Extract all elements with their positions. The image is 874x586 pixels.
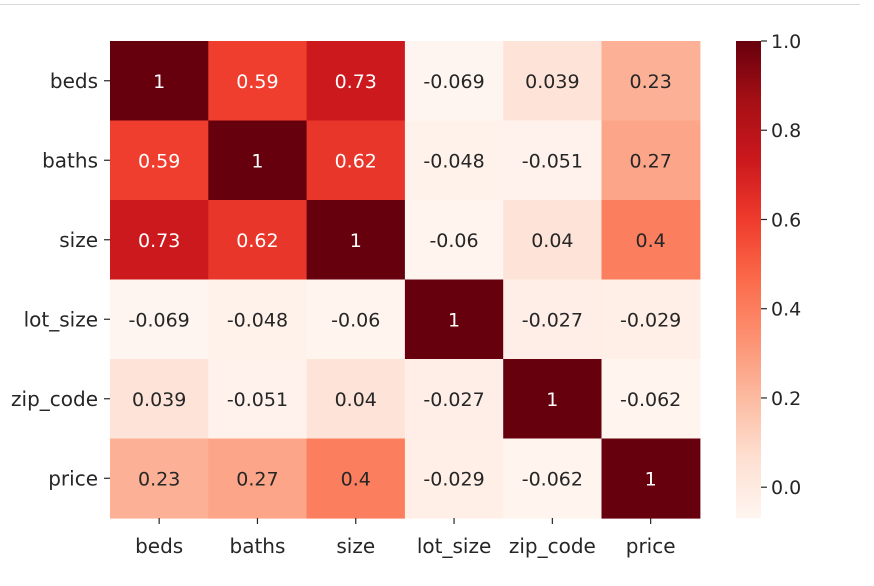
heatmap-cell [306, 359, 406, 440]
cell-value-label: 0.4 [341, 468, 371, 490]
cell-value-label: -0.029 [423, 468, 484, 490]
cell-value-label: -0.06 [429, 230, 478, 252]
heatmap-cell [208, 120, 308, 201]
heatmap-cell [306, 279, 406, 360]
heatmap-cell [503, 279, 603, 360]
colorbar-gradient [736, 41, 761, 518]
x-tick-label: zip_code [509, 534, 596, 558]
cell-value-label: -0.062 [620, 389, 681, 411]
colorbar: 0.0 0.2 0.4 0.6 0.8 1.0 [736, 31, 801, 518]
cell-value-label: 0.62 [335, 150, 377, 172]
heatmap-cell [110, 120, 209, 201]
x-tick-label: beds [135, 534, 183, 558]
cell-value-label: -0.051 [227, 389, 288, 411]
heatmap-cell [503, 41, 603, 122]
y-tick-label: size [59, 228, 98, 252]
colorbar-tick-label: 0.6 [771, 209, 801, 231]
heatmap-cell [404, 438, 504, 519]
cell-value-label: 1 [546, 389, 558, 411]
top-divider [0, 4, 860, 5]
heatmap-cell [404, 279, 504, 360]
cell-value-label: -0.027 [423, 389, 484, 411]
x-tick-label: baths [230, 534, 286, 558]
heatmap-cell [208, 279, 308, 360]
heatmap-cell [601, 279, 701, 360]
heatmap-cell [306, 438, 406, 519]
cell-value-label: 0.27 [236, 468, 278, 490]
heatmap-cells: 1 0.59 0.73 -0.069 0.039 0.23 0.59 1 0.62 -0.048 -… [110, 41, 701, 519]
cell-value-label: 1 [251, 150, 263, 172]
cell-value-label: 0.23 [629, 71, 671, 93]
cell-value-label: -0.048 [227, 309, 288, 331]
x-axis: beds baths size lot_size zip_code price [135, 518, 676, 558]
colorbar-tick-label: 0.0 [771, 477, 801, 499]
heatmap-cell [110, 438, 209, 519]
heatmap-cell [503, 120, 603, 201]
cell-value-label: 0.73 [138, 230, 180, 252]
heatmap-cell [110, 200, 209, 281]
colorbar-tick-label: 1.0 [771, 31, 801, 53]
heatmap-cell [110, 279, 209, 360]
y-tick-label: beds [50, 69, 98, 93]
cell-value-label: 0.27 [629, 150, 671, 172]
y-tick-label: lot_size [24, 307, 98, 331]
heatmap-cell [601, 359, 701, 440]
cell-value-label: 0.73 [335, 71, 377, 93]
heatmap-cell [208, 359, 308, 440]
cell-value-label: -0.048 [423, 150, 484, 172]
heatmap-cell [601, 438, 701, 519]
cell-value-label: 0.4 [636, 230, 666, 252]
cell-value-label: -0.062 [522, 468, 583, 490]
cell-value-label: 1 [645, 468, 657, 490]
cell-value-label: 1 [153, 71, 165, 93]
cell-value-label: 0.04 [531, 230, 573, 252]
heatmap-cell [404, 200, 504, 281]
x-tick-label: price [626, 534, 676, 558]
cell-value-label: 0.04 [335, 389, 377, 411]
x-tick-label: lot_size [417, 534, 491, 558]
cell-value-label: 0.039 [525, 71, 579, 93]
x-tick-label: size [336, 534, 375, 558]
heatmap-cell [306, 120, 406, 201]
colorbar-tick-label: 0.8 [771, 120, 801, 142]
colorbar-tick-label: 0.2 [771, 388, 801, 410]
heatmap-cell [601, 41, 701, 122]
cell-value-label: 1 [448, 309, 460, 331]
cell-value-label: -0.027 [522, 309, 583, 331]
heatmap-cell [208, 41, 308, 122]
heatmap-cell [404, 120, 504, 201]
heatmap-cell [306, 200, 406, 281]
heatmap-cell [110, 359, 209, 440]
heatmap-cell [404, 41, 504, 122]
heatmap-cell [503, 438, 603, 519]
y-tick-label: price [48, 466, 98, 490]
cell-value-label: 0.59 [138, 150, 180, 172]
heatmap-cell [306, 41, 406, 122]
cell-value-label: -0.06 [331, 309, 380, 331]
heatmap-cell [601, 120, 701, 201]
cell-value-label: 0.62 [236, 230, 278, 252]
y-tick-label: zip_code [11, 387, 98, 411]
heatmap-cell [110, 41, 209, 122]
cell-value-label: 0.23 [138, 468, 180, 490]
heatmap-cell [503, 359, 603, 440]
cell-value-label: -0.029 [620, 309, 681, 331]
cell-value-label: 1 [350, 230, 362, 252]
cell-value-label: -0.069 [129, 309, 190, 331]
heatmap-cell [601, 200, 701, 281]
cell-value-label: 0.039 [132, 389, 186, 411]
cell-value-label: 0.59 [236, 71, 278, 93]
heatmap-cell [208, 200, 308, 281]
cell-value-label: -0.051 [522, 150, 583, 172]
heatmap-cell [404, 359, 504, 440]
y-tick-label: baths [42, 148, 98, 172]
heatmap-cell [208, 438, 308, 519]
heatmap-cell [503, 200, 603, 281]
cell-value-label: -0.069 [423, 71, 484, 93]
colorbar-tick-label: 0.4 [771, 299, 801, 321]
